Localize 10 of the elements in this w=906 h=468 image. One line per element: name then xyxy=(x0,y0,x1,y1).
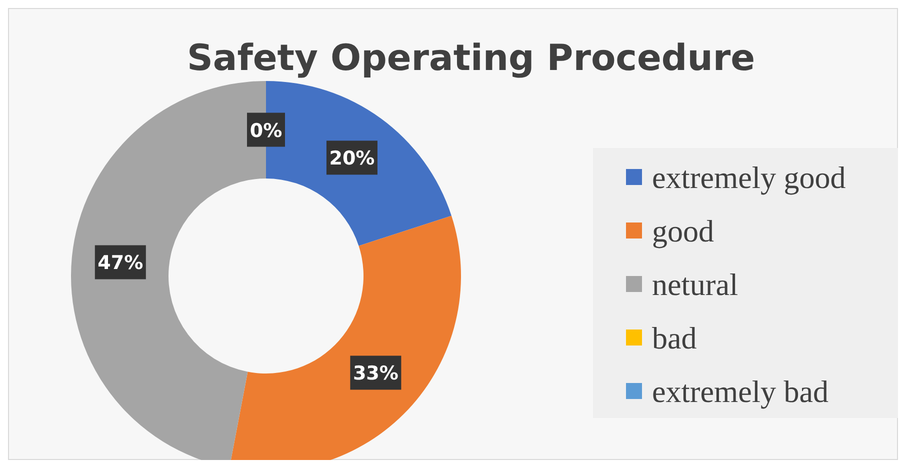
legend-label: extremely bad xyxy=(652,374,829,409)
data-label: 47% xyxy=(98,252,144,274)
data-label: 33% xyxy=(352,362,398,385)
text: 0% xyxy=(250,120,282,142)
legend-label: extremely good xyxy=(652,160,846,195)
data-label: 20% xyxy=(329,148,375,170)
legend-label: good xyxy=(652,214,714,248)
legend-label: bad xyxy=(652,320,698,356)
legend-label: netural xyxy=(652,267,738,302)
chart-title: Safety Operating Procedure xyxy=(186,38,756,79)
